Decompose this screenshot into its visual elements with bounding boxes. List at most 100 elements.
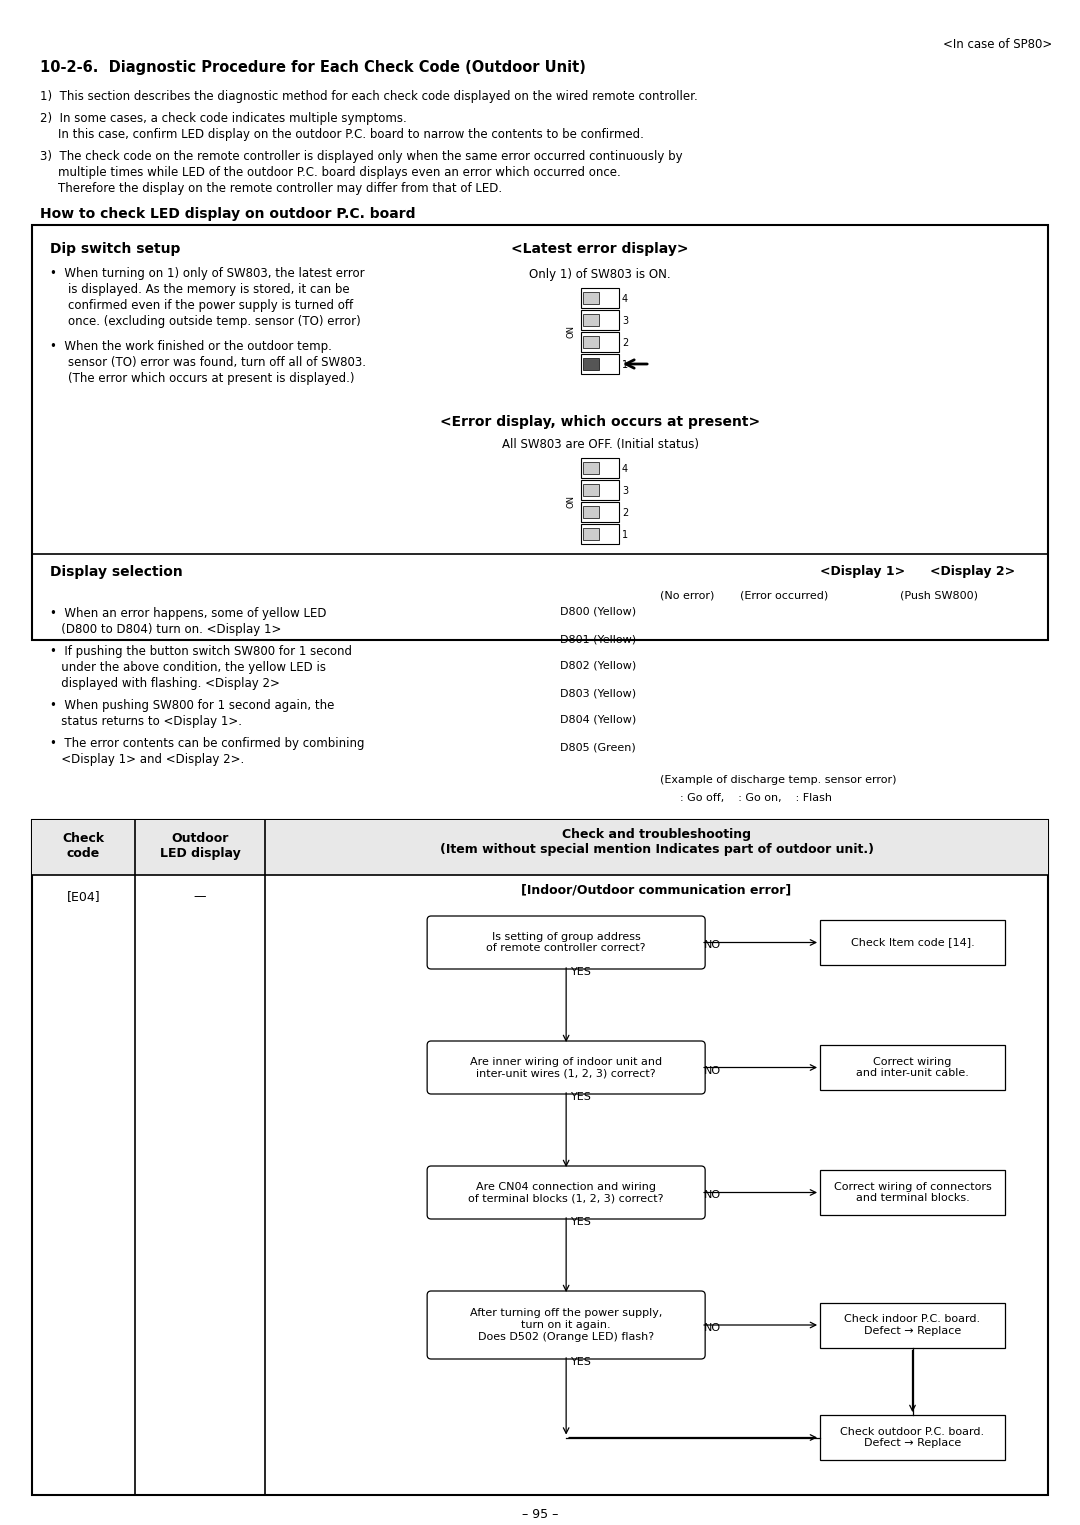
Bar (581, 354, 619, 374)
Text: 2)  In some cases, a check code indicates multiple symptoms.: 2) In some cases, a check code indicates… (40, 111, 407, 125)
Text: D804 (Yellow): D804 (Yellow) (561, 715, 636, 724)
Text: ON: ON (567, 325, 576, 337)
Bar (820, 1045, 1005, 1090)
Bar (583, 291, 599, 303)
Text: <Display 2>: <Display 2> (930, 564, 1015, 578)
Text: D802 (Yellow): D802 (Yellow) (561, 660, 636, 671)
Text: Dip switch setup: Dip switch setup (50, 242, 180, 256)
Text: 4: 4 (622, 294, 629, 303)
Text: Check and troubleshooting
(Item without special mention Indicates part of outdoo: Check and troubleshooting (Item without … (440, 828, 874, 856)
Bar (820, 920, 1005, 965)
FancyBboxPatch shape (428, 1167, 705, 1218)
Text: •  When an error happens, some of yellow LED: • When an error happens, some of yellow … (50, 607, 326, 621)
Text: (Push SW800): (Push SW800) (900, 590, 978, 599)
Text: confirmed even if the power supply is turned off: confirmed even if the power supply is tu… (68, 299, 353, 313)
Bar (583, 336, 599, 348)
Text: •  When the work finished or the outdoor temp.: • When the work finished or the outdoor … (50, 340, 332, 352)
Bar (583, 528, 599, 540)
Text: <Error display, which occurs at present>: <Error display, which occurs at present> (440, 415, 760, 429)
Text: Outdoor
LED display: Outdoor LED display (160, 833, 241, 860)
Text: •  When turning on 1) only of SW803, the latest error: • When turning on 1) only of SW803, the … (50, 267, 365, 281)
Text: (No error): (No error) (660, 590, 714, 599)
Bar (820, 1302, 1005, 1348)
Text: (Example of discharge temp. sensor error): (Example of discharge temp. sensor error… (660, 775, 896, 785)
Text: <Display 1> and <Display 2>.: <Display 1> and <Display 2>. (50, 753, 244, 766)
Bar (581, 310, 619, 329)
FancyBboxPatch shape (428, 1042, 705, 1093)
FancyBboxPatch shape (428, 1292, 705, 1359)
Text: 3: 3 (622, 486, 629, 496)
Text: sensor (TO) error was found, turn off all of SW803.: sensor (TO) error was found, turn off al… (68, 355, 366, 369)
Text: Correct wiring
and inter-unit cable.: Correct wiring and inter-unit cable. (856, 1057, 969, 1078)
Bar (581, 502, 619, 522)
Text: •  The error contents can be confirmed by combining: • The error contents can be confirmed by… (50, 737, 365, 750)
Text: Correct wiring of connectors
and terminal blocks.: Correct wiring of connectors and termina… (834, 1182, 991, 1203)
Text: D803 (Yellow): D803 (Yellow) (561, 688, 636, 698)
Bar (583, 462, 599, 474)
Text: [Indoor/Outdoor communication error]: [Indoor/Outdoor communication error] (522, 883, 792, 897)
Bar (32, 820, 1048, 1494)
FancyBboxPatch shape (428, 917, 705, 968)
Bar (32, 226, 1048, 640)
Text: <In case of SP80>: <In case of SP80> (943, 38, 1052, 50)
Bar (581, 288, 619, 308)
Text: —: — (193, 891, 206, 903)
Text: : Go off,    : Go on,    : Flash: : Go off, : Go on, : Flash (680, 793, 832, 804)
Bar (583, 483, 599, 496)
Text: 4: 4 (622, 464, 629, 474)
Text: multiple times while LED of the outdoor P.C. board displays even an error which : multiple times while LED of the outdoor … (58, 166, 621, 178)
Bar (581, 525, 619, 544)
Text: How to check LED display on outdoor P.C. board: How to check LED display on outdoor P.C.… (40, 207, 416, 221)
Text: Check indoor P.C. board.
Defect → Replace: Check indoor P.C. board. Defect → Replac… (845, 1315, 981, 1336)
Text: NO: NO (704, 1324, 721, 1333)
Bar (583, 314, 599, 326)
Text: D805 (Green): D805 (Green) (561, 743, 636, 752)
Text: YES: YES (571, 1357, 592, 1366)
Bar (820, 1415, 1005, 1459)
Text: 1: 1 (622, 531, 629, 540)
Bar (32, 820, 1048, 875)
Text: Are inner wiring of indoor unit and
inter-unit wires (1, 2, 3) correct?: Are inner wiring of indoor unit and inte… (470, 1057, 662, 1078)
Text: YES: YES (571, 1217, 592, 1228)
Text: (The error which occurs at present is displayed.): (The error which occurs at present is di… (68, 372, 354, 384)
Text: •  When pushing SW800 for 1 second again, the: • When pushing SW800 for 1 second again,… (50, 698, 335, 712)
Text: <Display 1>: <Display 1> (820, 564, 905, 578)
Bar (583, 358, 599, 371)
Text: YES: YES (571, 967, 592, 978)
Text: is displayed. As the memory is stored, it can be: is displayed. As the memory is stored, i… (68, 284, 350, 296)
Bar (583, 506, 599, 518)
Text: Is setting of group address
of remote controller correct?: Is setting of group address of remote co… (486, 932, 646, 953)
Text: (Error occurred): (Error occurred) (740, 590, 828, 599)
Text: 2: 2 (622, 508, 629, 518)
Text: YES: YES (571, 1092, 592, 1103)
Text: – 95 –: – 95 – (522, 1508, 558, 1520)
Text: In this case, confirm LED display on the outdoor P.C. board to narrow the conten: In this case, confirm LED display on the… (58, 128, 644, 140)
Text: Check
code: Check code (63, 833, 105, 860)
Text: <Latest error display>: <Latest error display> (511, 242, 689, 256)
Text: 3: 3 (622, 316, 629, 326)
Text: All SW803 are OFF. (Initial status): All SW803 are OFF. (Initial status) (501, 438, 699, 451)
Bar (820, 1170, 1005, 1215)
Text: ON: ON (567, 494, 576, 508)
Text: After turning off the power supply,
turn on it again.
Does D502 (Orange LED) fla: After turning off the power supply, turn… (470, 1308, 662, 1342)
Text: 3)  The check code on the remote controller is displayed only when the same erro: 3) The check code on the remote controll… (40, 149, 683, 163)
Text: NO: NO (704, 1191, 721, 1200)
Text: D801 (Yellow): D801 (Yellow) (561, 634, 636, 644)
Text: status returns to <Display 1>.: status returns to <Display 1>. (50, 715, 242, 727)
Text: •  If pushing the button switch SW800 for 1 second: • If pushing the button switch SW800 for… (50, 645, 352, 657)
Bar (581, 332, 619, 352)
Text: (D800 to D804) turn on. <Display 1>: (D800 to D804) turn on. <Display 1> (50, 624, 282, 636)
Text: 2: 2 (622, 339, 629, 348)
Text: Only 1) of SW803 is ON.: Only 1) of SW803 is ON. (529, 268, 671, 281)
Bar (581, 480, 619, 500)
Text: 1: 1 (622, 360, 629, 371)
Text: 1)  This section describes the diagnostic method for each check code displayed o: 1) This section describes the diagnostic… (40, 90, 698, 104)
Text: Display selection: Display selection (50, 564, 183, 580)
Text: Are CN04 connection and wiring
of terminal blocks (1, 2, 3) correct?: Are CN04 connection and wiring of termin… (469, 1182, 664, 1203)
Text: D800 (Yellow): D800 (Yellow) (561, 607, 636, 618)
Text: 10-2-6.  Diagnostic Procedure for Each Check Code (Outdoor Unit): 10-2-6. Diagnostic Procedure for Each Ch… (40, 59, 585, 75)
Text: [E04]: [E04] (67, 891, 100, 903)
Text: Check Item code [14].: Check Item code [14]. (851, 938, 974, 947)
Text: Check outdoor P.C. board.
Defect → Replace: Check outdoor P.C. board. Defect → Repla… (840, 1427, 985, 1449)
Text: Therefore the display on the remote controller may differ from that of LED.: Therefore the display on the remote cont… (58, 181, 502, 195)
